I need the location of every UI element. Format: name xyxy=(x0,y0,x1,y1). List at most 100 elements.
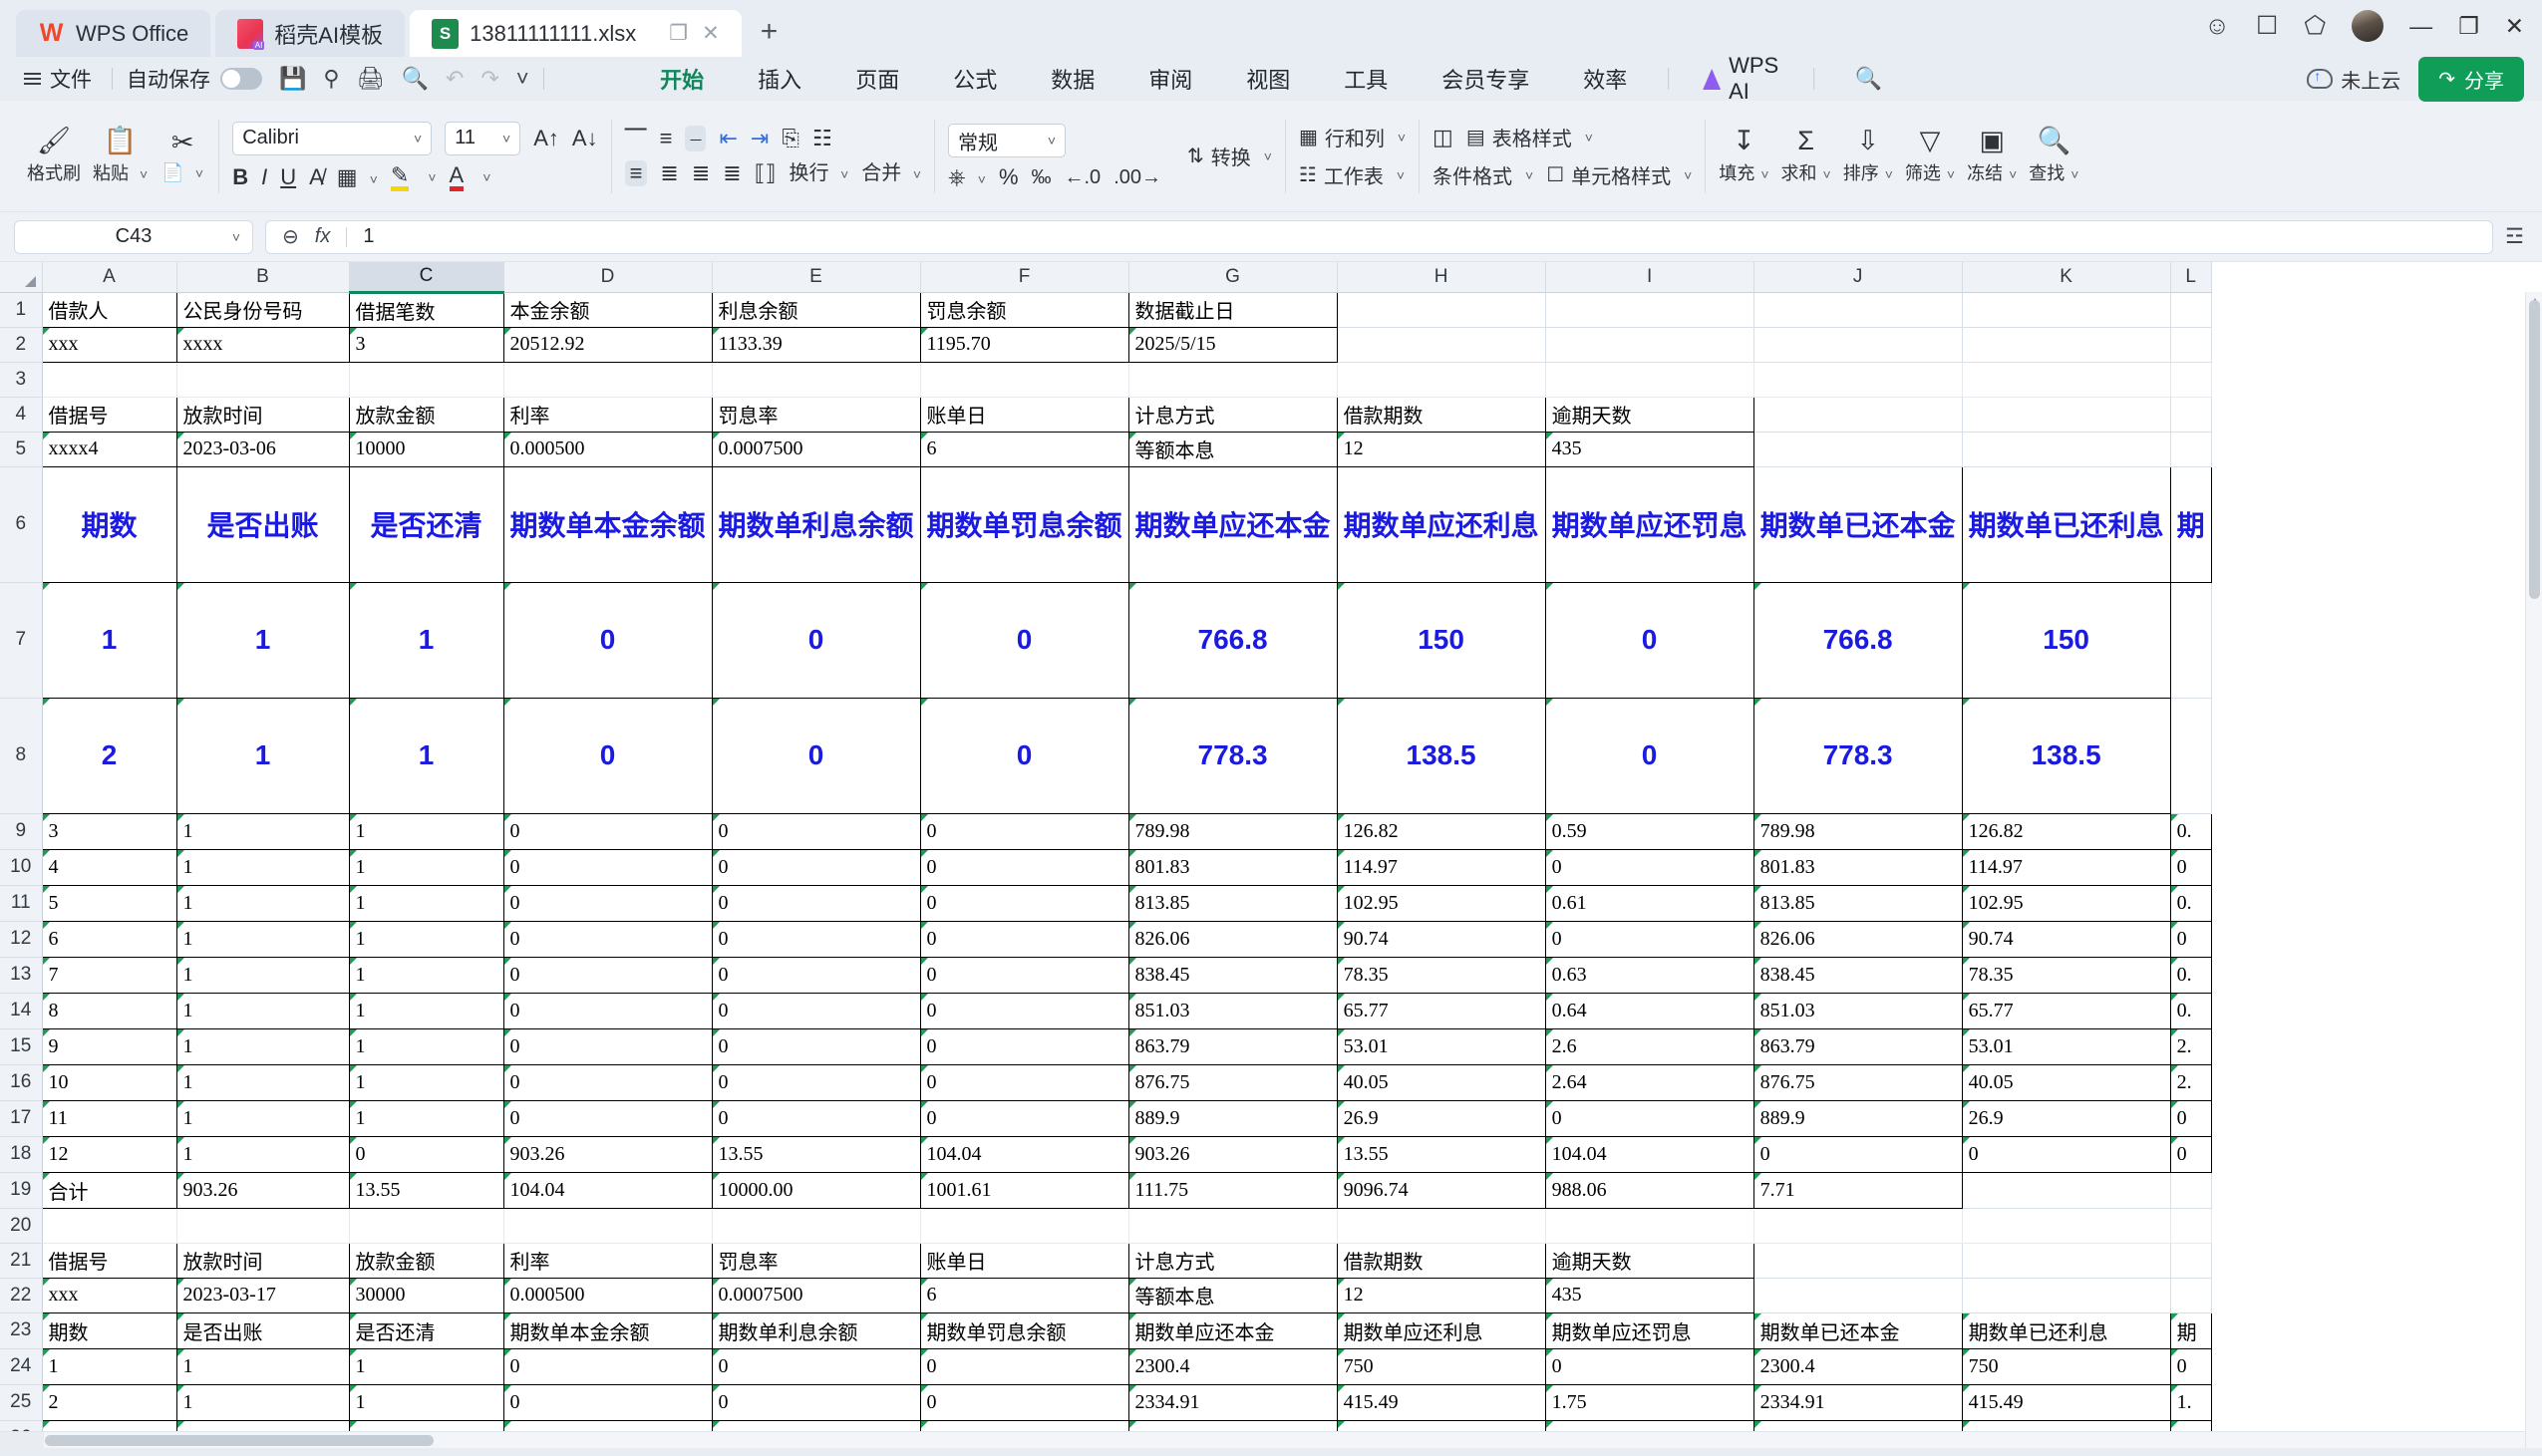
cell-A10[interactable]: 4 xyxy=(41,848,177,886)
convert-button[interactable]: ⇅ 转换 ˅ xyxy=(1187,142,1272,170)
cell-G21[interactable]: 计息方式 xyxy=(1127,1242,1338,1279)
tab-close-icon[interactable]: ✕ xyxy=(702,22,720,45)
cell-K16[interactable]: 40.05 xyxy=(1961,1063,2171,1101)
cell-J7[interactable]: 766.8 xyxy=(1752,581,1963,699)
cell-H7[interactable]: 150 xyxy=(1336,581,1546,699)
cell-D14[interactable]: 0 xyxy=(502,992,713,1029)
cell-E12[interactable]: 0 xyxy=(711,920,921,958)
cell-H15[interactable]: 53.01 xyxy=(1336,1027,1546,1065)
cell-F23[interactable]: 期数单罚息余额 xyxy=(919,1311,1129,1349)
ribbon-tab-wps-ai[interactable]: WPS AI xyxy=(1683,53,1799,105)
print-icon[interactable]: 🖨 xyxy=(356,66,385,91)
row-header-17[interactable]: 17 xyxy=(0,1100,43,1137)
cell-L10[interactable]: 0 xyxy=(2169,848,2212,886)
table-row[interactable]: 14 8 1 1 0 0 0 851.03 65.77 0.64 851.03 65.77 0. xyxy=(0,992,2212,1029)
cell-E11[interactable]: 0 xyxy=(711,884,921,922)
cell-K6[interactable]: 期数单已还利息 xyxy=(1961,465,2171,583)
cell-K18[interactable]: 0 xyxy=(1961,1135,2171,1173)
cell-C4[interactable]: 放款金额 xyxy=(348,396,504,433)
cell-I14[interactable]: 0.64 xyxy=(1544,992,1754,1029)
row-header-11[interactable]: 11 xyxy=(0,885,43,922)
cell-H16[interactable]: 40.05 xyxy=(1336,1063,1546,1101)
format-painter-button[interactable]: 🖌 格式刷 xyxy=(27,126,81,186)
redo-icon[interactable]: ↷ xyxy=(480,66,499,91)
chevron-down-icon[interactable]: ˅ xyxy=(231,228,240,245)
cell-J8[interactable]: 778.3 xyxy=(1752,697,1963,814)
cell-L6[interactable]: 期 xyxy=(2169,465,2212,583)
cell-G20[interactable] xyxy=(1128,1208,1338,1244)
cell-C14[interactable]: 1 xyxy=(348,992,504,1029)
cell-I2[interactable] xyxy=(1545,327,1754,363)
close-button[interactable]: ✕ xyxy=(2504,12,2524,39)
cell-I13[interactable]: 0.63 xyxy=(1544,956,1754,994)
cell-I19[interactable]: 988.06 xyxy=(1544,1171,1754,1209)
cell-A21[interactable]: 借据号 xyxy=(41,1242,177,1279)
freeze-button[interactable]: ▣ 冻结 ˅ xyxy=(1967,126,2017,186)
cell-G10[interactable]: 801.83 xyxy=(1127,848,1338,886)
cell-C2[interactable]: 3 xyxy=(348,326,504,363)
cell-C20[interactable] xyxy=(349,1208,504,1244)
cell-K25[interactable]: 415.49 xyxy=(1961,1383,2171,1421)
cell-J14[interactable]: 851.03 xyxy=(1752,992,1963,1029)
cell-F20[interactable] xyxy=(920,1208,1129,1244)
cell-G13[interactable]: 838.45 xyxy=(1127,956,1338,994)
align-bottom-icon[interactable]: ⎯ xyxy=(685,126,707,151)
table-row[interactable]: 18 12 1 0 903.26 13.55 104.04 903.26 13.55 104.04… xyxy=(0,1135,2212,1173)
bold-button[interactable]: B xyxy=(232,164,249,189)
cell-F17[interactable]: 0 xyxy=(919,1099,1129,1137)
cell-style-button[interactable]: ☐ 单元格样式 ˅ xyxy=(1546,160,1692,189)
merge-cells-icon[interactable]: ☷ xyxy=(811,126,832,150)
cell-E1[interactable]: 利息余额 xyxy=(711,291,921,328)
cell-G14[interactable]: 851.03 xyxy=(1127,992,1338,1029)
strikethrough-button[interactable]: A̸ xyxy=(309,164,324,189)
cell-H10[interactable]: 114.97 xyxy=(1336,848,1546,886)
cell-J19[interactable]: 7.71 xyxy=(1752,1171,1963,1209)
table-row[interactable]: 5 xxxx4 2023-03-06 10000 0.000500 0.0007500 6 等… xyxy=(0,431,2212,467)
borders-icon[interactable]: ▦ ˅ xyxy=(336,164,378,189)
cell-L8[interactable] xyxy=(2170,698,2212,814)
cell-F13[interactable]: 0 xyxy=(919,956,1129,994)
cell-D24[interactable]: 0 xyxy=(502,1347,713,1385)
cell-H20[interactable] xyxy=(1337,1208,1546,1244)
worksheet-button[interactable]: ☷ 工作表 ˅ xyxy=(1299,160,1406,189)
sort-button[interactable]: ⇩ 排序 ˅ xyxy=(1843,126,1893,186)
table-row[interactable]: 22 xxx 2023-03-17 30000 0.000500 0.0007500 6 等额… xyxy=(0,1277,2212,1313)
cell-C19[interactable]: 13.55 xyxy=(348,1171,504,1209)
cell-G23[interactable]: 期数单应还本金 xyxy=(1127,1311,1338,1349)
column-header-i[interactable]: I xyxy=(1545,262,1754,293)
cell-F16[interactable]: 0 xyxy=(919,1063,1129,1101)
row-header-21[interactable]: 21 xyxy=(0,1243,43,1279)
cell-L23[interactable]: 期 xyxy=(2169,1311,2212,1349)
cell-B10[interactable]: 1 xyxy=(175,848,350,886)
cell-C18[interactable]: 0 xyxy=(348,1135,504,1173)
cell-E20[interactable] xyxy=(712,1208,921,1244)
cell-B17[interactable]: 1 xyxy=(175,1099,350,1137)
save-icon[interactable]: 💾 xyxy=(279,66,307,91)
cell-G24[interactable]: 2300.4 xyxy=(1127,1347,1338,1385)
row-header-6[interactable]: 6 xyxy=(0,466,43,583)
filter-button[interactable]: ▽ 筛选 ˅ xyxy=(1905,126,1955,186)
cell-H18[interactable]: 13.55 xyxy=(1336,1135,1546,1173)
cell-F12[interactable]: 0 xyxy=(919,920,1129,958)
column-header-j[interactable]: J xyxy=(1753,262,1963,293)
cell-A16[interactable]: 10 xyxy=(41,1063,177,1101)
cell-B9[interactable]: 1 xyxy=(175,812,350,850)
name-box[interactable]: C43 ˅ xyxy=(14,219,253,254)
table-row[interactable]: 10 4 1 1 0 0 0 801.83 114.97 0 801.83 114.97 0 xyxy=(0,848,2212,886)
cell-C25[interactable]: 1 xyxy=(348,1383,504,1421)
row-header-20[interactable]: 20 xyxy=(0,1208,43,1244)
cell-J21[interactable] xyxy=(1753,1243,1963,1279)
cell-K10[interactable]: 114.97 xyxy=(1961,848,2171,886)
column-header-c[interactable]: C xyxy=(349,262,504,294)
cell-L14[interactable]: 0. xyxy=(2169,992,2212,1029)
cell-A5[interactable]: xxxx4 xyxy=(41,431,177,467)
cell-A9[interactable]: 3 xyxy=(41,812,177,850)
cell-L22[interactable] xyxy=(2170,1278,2212,1313)
cell-K21[interactable] xyxy=(1962,1243,2171,1279)
cell-H19[interactable]: 9096.74 xyxy=(1336,1171,1546,1209)
cut-copy-group[interactable]: ✂ 📄 ˅ xyxy=(159,128,205,183)
cell-L13[interactable]: 0. xyxy=(2169,956,2212,994)
cell-E6[interactable]: 期数单利息余额 xyxy=(711,465,921,583)
cell-K1[interactable] xyxy=(1962,292,2171,328)
cell-A1[interactable]: 借款人 xyxy=(41,291,177,328)
